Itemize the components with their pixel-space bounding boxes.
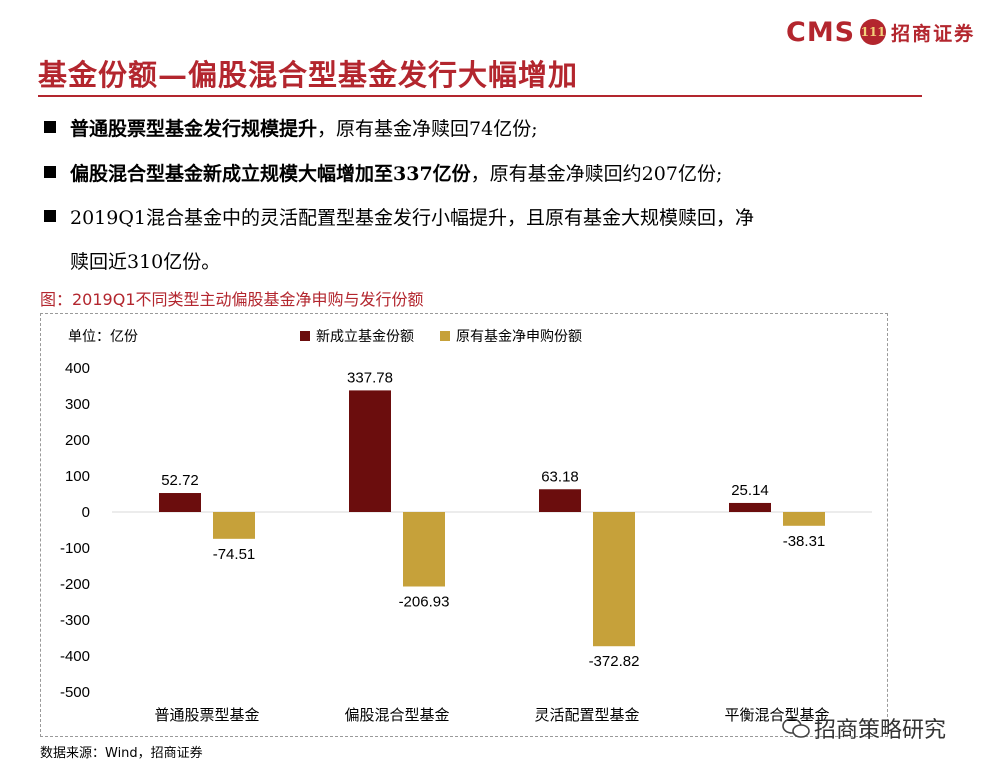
data-source-note: 数据来源：Wind，招商证券 (40, 746, 203, 761)
figure-title: 图：2019Q1不同类型主动偏股基金净申购与发行份额 (40, 290, 424, 309)
brand-logo: CMS 111 招商证券 (786, 14, 976, 50)
bar-chart: 单位：亿份 新成立基金份额 原有基金净申购份额 400 300 200 100 0 -100 -2… (60, 328, 872, 724)
x-category-label: 偏股混合型基金 (344, 706, 449, 724)
bar (349, 390, 391, 512)
bullet-text: 2019Q1混合基金中的灵活配置型基金发行小幅提升，且原有基金大规模赎回，净 (70, 207, 755, 229)
bar (593, 512, 635, 647)
legend-label: 新成立基金份额 (316, 328, 414, 345)
legend-swatch (300, 331, 310, 341)
data-label: -372.82 (589, 653, 640, 670)
logo-cms-text: CMS (786, 16, 856, 48)
data-label: -206.93 (399, 593, 450, 610)
logo-badge-icon: 111 (860, 19, 887, 45)
bar (213, 512, 255, 539)
bullet-item-2: 偏股混合型基金新成立规模大幅增加至337亿份，原有基金净赎回约207亿份; (44, 159, 722, 186)
legend-label: 原有基金净申购份额 (456, 328, 582, 345)
watermark: 招商策略研究 (782, 712, 946, 744)
data-label: -38.31 (783, 533, 826, 550)
y-tick-label: 0 (82, 504, 90, 521)
chart-frame (40, 313, 888, 737)
unit-label: 单位：亿份 (68, 329, 138, 345)
bullet-square-icon (44, 210, 56, 222)
bullet-text: ，原有基金净赎回74亿份; (317, 118, 538, 140)
y-tick-label: -500 (60, 684, 90, 701)
bar (539, 489, 581, 512)
y-tick-label: -100 (60, 540, 90, 557)
bullet-item-3-continuation: 赎回近310亿份。 (70, 251, 221, 273)
y-tick-label: 300 (65, 396, 90, 413)
legend-swatch (440, 331, 450, 341)
page-title: 基金份额—偏股混合型基金发行大幅增加 (38, 58, 579, 92)
bullet-bold-text: 偏股混合型基金新成立规模大幅增加至337亿份 (70, 163, 471, 185)
y-tick-label: 400 (65, 360, 90, 377)
chat-bubble-icon (782, 718, 810, 738)
bullet-square-icon (44, 166, 56, 178)
y-tick-label: 100 (65, 468, 90, 485)
x-category-label: 灵活配置型基金 (534, 706, 639, 724)
bullet-text: ，原有基金净赎回约207亿份; (470, 163, 723, 185)
logo-company-name: 招商证券 (891, 22, 976, 45)
data-label: 63.18 (541, 468, 579, 485)
x-category-label: 平衡混合型基金 (724, 706, 829, 724)
data-label: 52.72 (161, 472, 199, 489)
bullet-item-1: 普通股票型基金发行规模提升，原有基金净赎回74亿份; (44, 114, 538, 141)
y-tick-label: -200 (60, 576, 90, 593)
bar (729, 502, 771, 512)
x-category-label: 普通股票型基金 (154, 706, 259, 724)
y-tick-label: -300 (60, 612, 90, 629)
data-label: -74.51 (213, 546, 256, 563)
title-divider (38, 95, 922, 97)
bullet-square-icon (44, 121, 56, 133)
bullet-item-3: 2019Q1混合基金中的灵活配置型基金发行小幅提升，且原有基金大规模赎回，净 (44, 203, 754, 230)
data-label: 337.78 (347, 369, 393, 386)
y-tick-label: -400 (60, 648, 90, 665)
bar (783, 512, 825, 526)
bar (159, 493, 201, 512)
watermark-text: 招商策略研究 (814, 718, 947, 743)
bullet-bold-text: 普通股票型基金发行规模提升 (70, 118, 318, 140)
bar (403, 512, 445, 587)
data-label: 25.14 (731, 482, 769, 499)
y-tick-label: 200 (65, 432, 90, 449)
